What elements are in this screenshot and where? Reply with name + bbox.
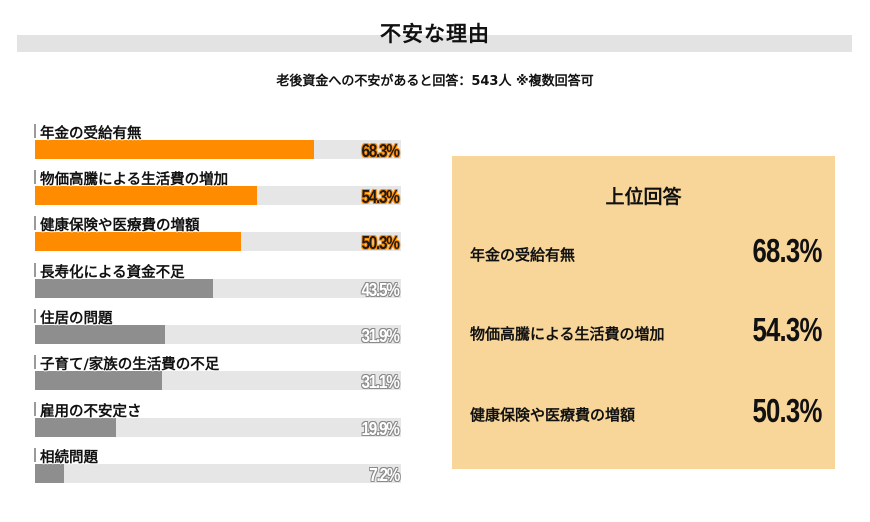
bar-fill: [35, 140, 315, 159]
bar-fill: [35, 371, 163, 390]
row-tick: [34, 309, 36, 323]
row-tick: [34, 402, 36, 416]
bar-track: [35, 325, 401, 344]
bar-label: 雇用の不安定さ: [40, 404, 142, 420]
row-tick: [34, 170, 36, 184]
bar-value: 31.9%: [361, 326, 400, 346]
panel-item-value: 54.3%: [752, 311, 823, 348]
bar-fill: [35, 464, 65, 483]
bar-value: 7.2%: [369, 465, 400, 485]
bar-label: 年金の受給有無: [40, 126, 142, 142]
bar-row: 相続問題 7.2%: [34, 446, 415, 492]
bar-row: 住居の問題 31.9%: [34, 307, 415, 353]
row-tick: [34, 216, 36, 230]
panel-title: 上位回答: [605, 186, 682, 208]
bar-label: 子育て/家族の生活費の不足: [40, 357, 220, 373]
bar-value: 31.1%: [361, 372, 400, 392]
bar-fill: [35, 325, 166, 344]
bar-row: 健康保険や医療費の増額 50.3%: [34, 214, 415, 260]
bar-track: [35, 464, 401, 483]
bar-track: [35, 418, 401, 437]
bar-label: 住居の問題: [40, 311, 113, 327]
bar-label: 長寿化による資金不足: [40, 265, 185, 281]
bar-fill: [35, 279, 213, 298]
panel-item-label: 物価高騰による生活費の増加: [470, 325, 665, 343]
bar-chart: 年金の受給有無 68.3% 物価高騰による生活費の増加 54.3% 健康保険や医…: [34, 0, 415, 522]
bar-track: [35, 232, 401, 251]
bar-value: 50.3%: [361, 233, 400, 253]
bar-value: 54.3%: [361, 187, 400, 207]
panel-item-value: 68.3%: [752, 232, 823, 269]
panel-item: 健康保険や医療費の増額 50.3%: [470, 392, 823, 432]
chart-title: 不安な理由: [380, 22, 490, 46]
panel-item-label: 健康保険や医療費の増額: [470, 406, 636, 424]
bar-track: [35, 279, 401, 298]
bar-value: 68.3%: [361, 141, 400, 161]
bar-label: 相続問題: [40, 450, 98, 466]
panel-item: 年金の受給有無 68.3%: [470, 232, 823, 272]
bar-track: [35, 140, 401, 159]
bar-row: 子育て/家族の生活費の不足 31.1%: [34, 353, 415, 399]
bar-row: 物価高騰による生活費の増加 54.3%: [34, 168, 415, 214]
row-tick: [34, 355, 36, 369]
row-tick: [34, 124, 36, 138]
bar-fill: [35, 418, 117, 437]
bar-label: 健康保険や医療費の増額: [40, 218, 200, 234]
bar-track: [35, 371, 401, 390]
row-tick: [34, 263, 36, 277]
bar-value: 19.9%: [361, 419, 400, 439]
bar-row: 年金の受給有無 68.3%: [34, 122, 415, 168]
top-answers-panel: 上位回答 年金の受給有無 68.3% 物価高騰による生活費の増加 54.3% 健…: [452, 156, 835, 469]
bar-row: 長寿化による資金不足 43.5%: [34, 261, 415, 307]
bar-value: 43.5%: [361, 280, 400, 300]
row-tick: [34, 448, 36, 462]
bar-row: 雇用の不安定さ 19.9%: [34, 400, 415, 446]
bar-fill: [35, 186, 258, 205]
panel-item-value: 50.3%: [752, 392, 823, 429]
title-band: [17, 35, 852, 52]
bar-fill: [35, 232, 241, 251]
panel-item-label: 年金の受給有無: [470, 246, 576, 264]
bar-label: 物価高騰による生活費の増加: [40, 172, 229, 188]
chart-subtitle: 老後資金への不安があると回答：543人 ※複数回答可: [276, 74, 594, 89]
bar-track: [35, 186, 401, 205]
panel-item: 物価高騰による生活費の増加 54.3%: [470, 311, 823, 351]
